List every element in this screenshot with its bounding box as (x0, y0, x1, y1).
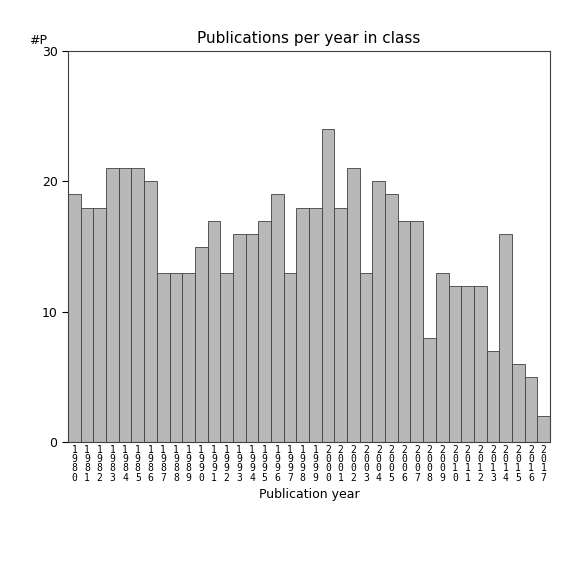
Bar (538, 416, 550, 442)
Bar (157, 273, 170, 442)
Bar (132, 168, 144, 442)
Bar (423, 338, 436, 442)
Bar (246, 234, 259, 442)
Bar (271, 194, 284, 442)
Bar (373, 181, 385, 442)
X-axis label: Publication year: Publication year (259, 488, 359, 501)
Text: #P: #P (29, 34, 48, 47)
Bar (398, 221, 411, 442)
Bar (81, 208, 94, 442)
Bar (233, 234, 246, 442)
Bar (500, 234, 512, 442)
Bar (144, 181, 157, 442)
Bar (359, 273, 373, 442)
Bar (486, 351, 500, 442)
Bar (448, 286, 461, 442)
Bar (68, 194, 81, 442)
Bar (321, 129, 335, 442)
Bar (385, 194, 398, 442)
Bar (220, 273, 233, 442)
Bar (347, 168, 359, 442)
Bar (182, 273, 195, 442)
Bar (106, 168, 119, 442)
Bar (94, 208, 106, 442)
Bar (309, 208, 321, 442)
Bar (335, 208, 347, 442)
Bar (259, 221, 271, 442)
Bar (436, 273, 448, 442)
Bar (461, 286, 474, 442)
Bar (411, 221, 423, 442)
Bar (524, 377, 538, 442)
Bar (195, 247, 208, 442)
Bar (119, 168, 132, 442)
Bar (208, 221, 220, 442)
Title: Publications per year in class: Publications per year in class (197, 31, 421, 46)
Bar (297, 208, 309, 442)
Bar (170, 273, 182, 442)
Bar (284, 273, 297, 442)
Bar (512, 364, 524, 442)
Bar (474, 286, 486, 442)
